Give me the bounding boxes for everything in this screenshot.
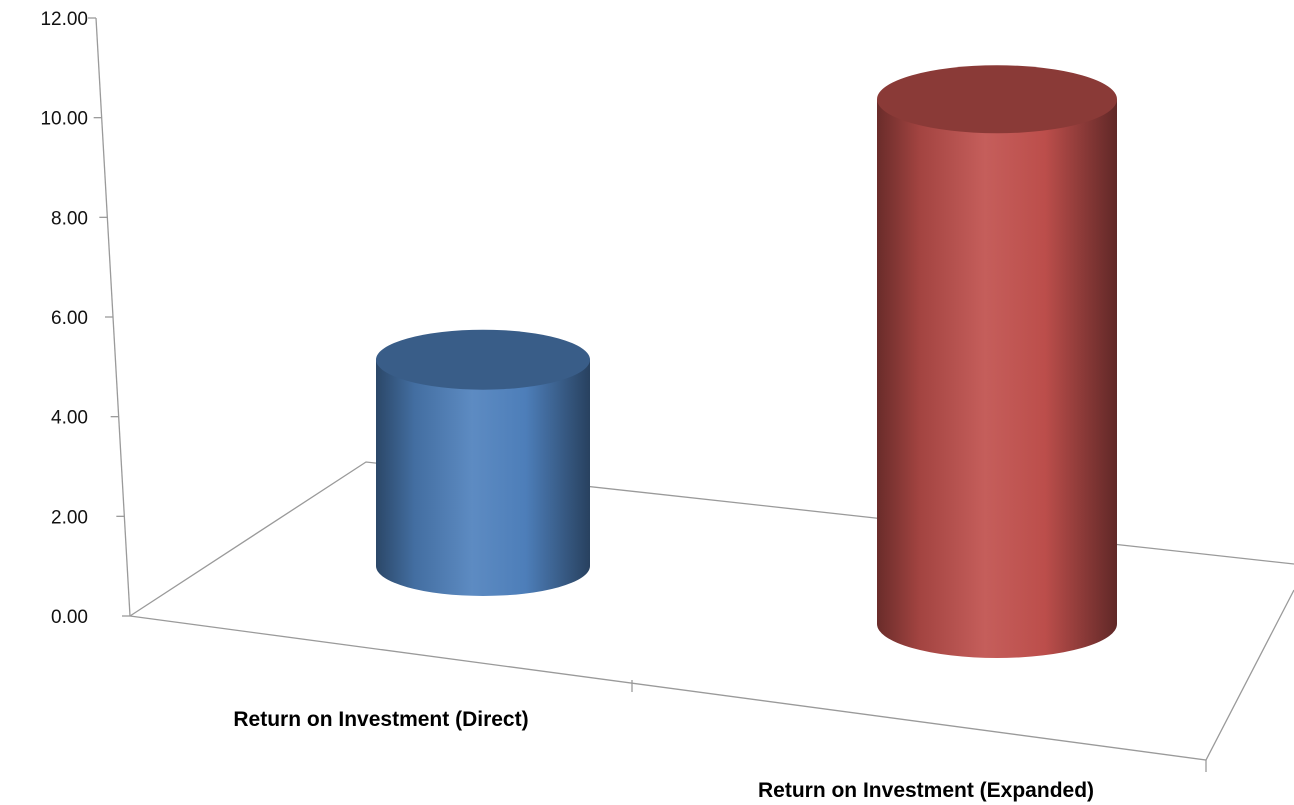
bar-1 [376, 329, 590, 596]
bar-top [877, 65, 1117, 134]
y-tick-label: 4.00 [51, 408, 88, 429]
chart-floor-back-edges [129, 461, 1294, 617]
y-tick-label: 0.00 [51, 607, 88, 628]
y-tick-label: 10.00 [40, 109, 88, 130]
chart-floor-front-edges [129, 589, 1294, 761]
bar-body [376, 359, 590, 596]
bar-top [376, 329, 590, 390]
y-tick-label: 6.00 [51, 308, 88, 329]
x-category-label: Return on Investment (Expanded) [758, 779, 1094, 802]
bar-2 [877, 65, 1117, 658]
y-tick-label: 12.00 [40, 9, 88, 30]
y-tick-label: 2.00 [51, 507, 88, 528]
x-category-label: Return on Investment (Direct) [233, 708, 528, 731]
y-tick-label: 8.00 [51, 208, 88, 229]
bar-body [877, 99, 1117, 658]
